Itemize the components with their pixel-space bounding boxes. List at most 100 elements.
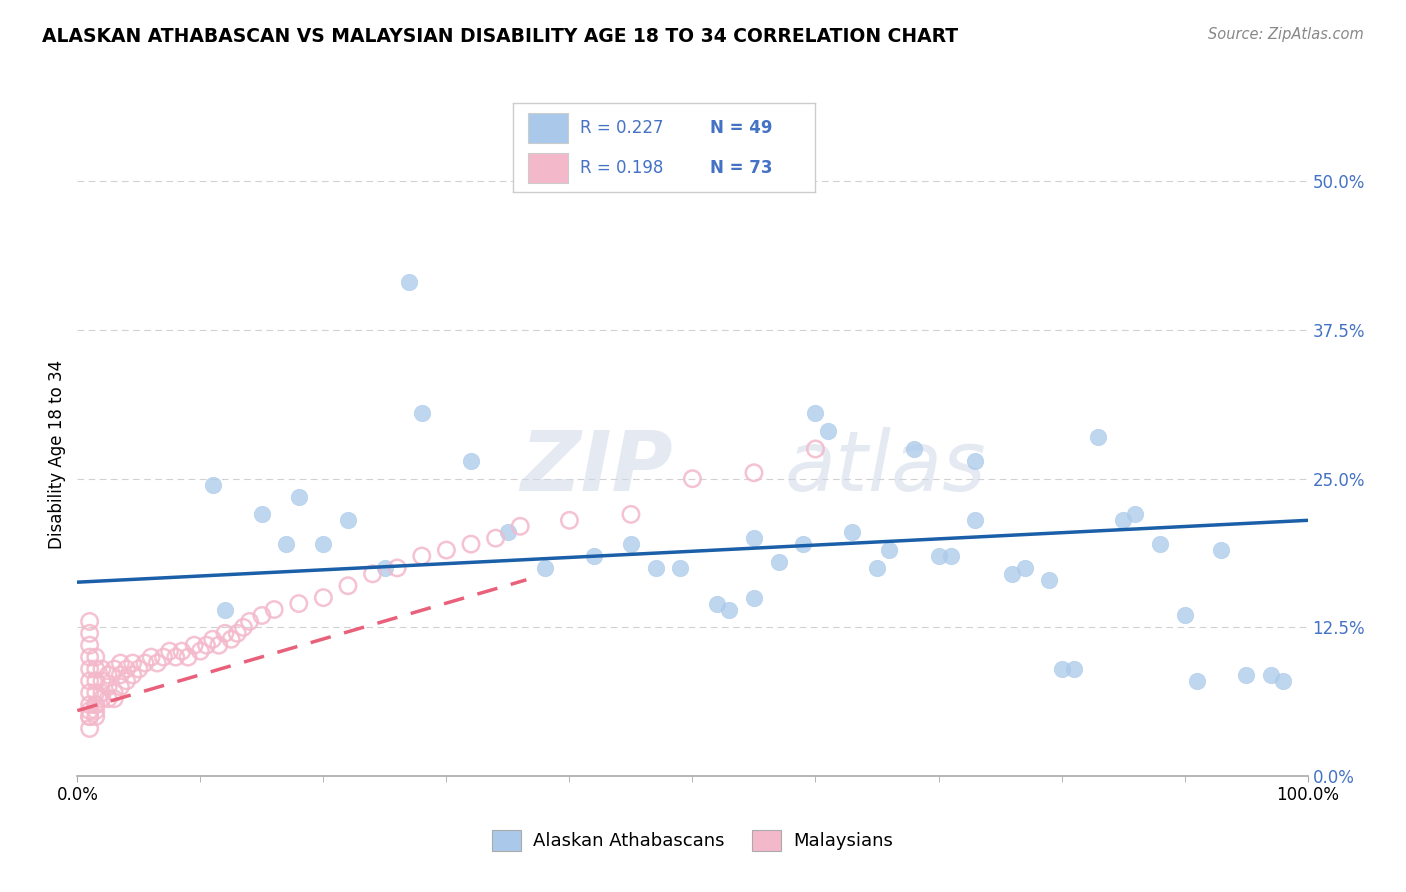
Point [485, 531, 508, 545]
Point [97, 691, 120, 706]
Point [374, 561, 396, 575]
Point [718, 602, 741, 616]
Point [965, 513, 987, 527]
Point [79, 704, 101, 718]
Point [201, 632, 224, 647]
Text: ALASKAN ATHABASCAN VS MALAYSIAN DISABILITY AGE 18 TO 34 CORRELATION CHART: ALASKAN ATHABASCAN VS MALAYSIAN DISABILI… [42, 27, 959, 45]
Point [103, 691, 125, 706]
Point [250, 508, 273, 522]
Point [84, 698, 107, 712]
Text: Source: ZipAtlas.com: Source: ZipAtlas.com [1208, 27, 1364, 42]
Point [79, 709, 101, 723]
Point [1174, 608, 1197, 623]
Point [79, 673, 101, 688]
Point [79, 638, 101, 652]
Point [1211, 543, 1233, 558]
Point [84, 650, 107, 665]
Point [84, 686, 107, 700]
Point [411, 406, 433, 420]
Point [1014, 561, 1036, 575]
Point [1149, 537, 1171, 551]
Point [219, 632, 242, 647]
Point [152, 650, 174, 665]
Point [620, 508, 643, 522]
Text: R = 0.227: R = 0.227 [579, 119, 664, 136]
Text: N = 49: N = 49 [710, 119, 772, 136]
Point [90, 691, 114, 706]
Point [1125, 508, 1147, 522]
Point [583, 549, 606, 563]
Point [103, 686, 125, 700]
Point [84, 698, 107, 712]
Point [965, 454, 987, 468]
Point [79, 626, 101, 640]
Point [159, 644, 181, 658]
Point [84, 704, 107, 718]
Point [804, 442, 827, 456]
Text: R = 0.198: R = 0.198 [579, 159, 664, 177]
Point [1038, 573, 1060, 587]
Point [79, 709, 101, 723]
Point [682, 472, 704, 486]
Point [1112, 513, 1135, 527]
Point [620, 537, 643, 551]
Point [103, 662, 125, 676]
Point [436, 543, 458, 558]
Point [115, 662, 138, 676]
FancyBboxPatch shape [529, 113, 568, 143]
Point [669, 561, 692, 575]
Point [79, 650, 101, 665]
Point [337, 513, 360, 527]
Point [84, 673, 107, 688]
Point [128, 662, 150, 676]
Point [79, 698, 101, 712]
Point [509, 519, 531, 533]
Point [214, 626, 236, 640]
Point [1050, 662, 1073, 676]
Point [1260, 668, 1282, 682]
Point [134, 656, 156, 670]
Point [1185, 673, 1208, 688]
Point [263, 602, 285, 616]
Point [792, 537, 814, 551]
Point [879, 543, 901, 558]
Point [183, 638, 205, 652]
Point [84, 709, 107, 723]
Point [804, 406, 827, 420]
Point [195, 638, 218, 652]
Point [170, 644, 193, 658]
Point [841, 525, 863, 540]
Point [682, 169, 704, 183]
Point [188, 644, 212, 658]
Point [644, 561, 666, 575]
Point [79, 686, 101, 700]
Point [768, 555, 790, 569]
Legend: Alaskan Athabascans, Malaysians: Alaskan Athabascans, Malaysians [492, 830, 893, 850]
Point [742, 531, 765, 545]
Point [201, 477, 224, 491]
Point [165, 650, 187, 665]
Point [115, 673, 138, 688]
Point [121, 656, 143, 670]
Point [460, 537, 482, 551]
Point [121, 668, 143, 682]
Point [250, 608, 273, 623]
Point [411, 549, 433, 563]
Text: N = 73: N = 73 [710, 159, 772, 177]
Point [288, 490, 311, 504]
Point [398, 276, 420, 290]
Point [90, 673, 114, 688]
Point [226, 626, 249, 640]
Point [1272, 673, 1295, 688]
Point [742, 591, 765, 605]
Point [1001, 566, 1024, 581]
Point [312, 591, 335, 605]
Y-axis label: Disability Age 18 to 34: Disability Age 18 to 34 [48, 360, 66, 549]
Point [90, 662, 114, 676]
Point [79, 722, 101, 736]
Point [214, 602, 236, 616]
Point [706, 597, 728, 611]
Point [79, 662, 101, 676]
Point [534, 561, 557, 575]
Point [97, 680, 120, 694]
